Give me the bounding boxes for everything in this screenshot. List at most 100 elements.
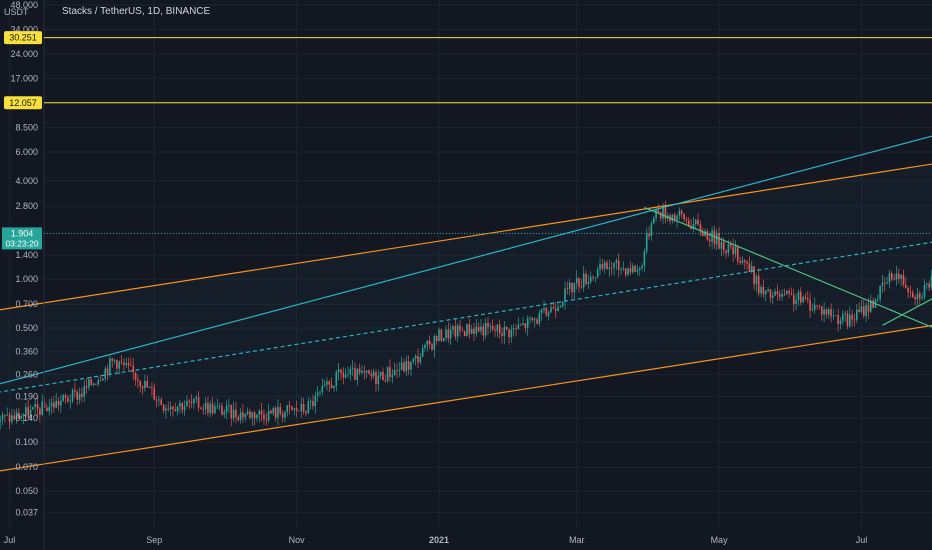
candle [214, 402, 216, 414]
candle [172, 405, 174, 417]
candle [363, 365, 366, 380]
candle [603, 259, 606, 274]
candle [540, 308, 543, 321]
y-tick-label: 0.100 [15, 437, 38, 447]
candle [848, 306, 851, 328]
candle [785, 290, 788, 296]
candle [582, 266, 585, 292]
candle [510, 324, 513, 343]
candle [330, 377, 333, 389]
candle [652, 215, 655, 225]
candle [930, 269, 932, 291]
candle [216, 398, 219, 410]
candle [876, 294, 879, 303]
candle [181, 401, 184, 414]
candle [41, 393, 44, 417]
y-tick-label: 17.000 [10, 73, 38, 83]
candle [323, 379, 326, 387]
candle [263, 408, 265, 425]
candle [358, 363, 361, 376]
candle [648, 226, 650, 240]
candle [564, 281, 566, 310]
candle [909, 285, 912, 298]
candle [762, 279, 765, 299]
candle [799, 287, 802, 306]
candle [830, 303, 832, 323]
candle [923, 279, 926, 301]
candle [706, 228, 709, 242]
candle [585, 270, 587, 286]
candle [601, 258, 604, 272]
candle [844, 310, 846, 323]
candle [407, 355, 410, 375]
candle [83, 380, 86, 402]
candle [746, 260, 748, 270]
candle [664, 200, 667, 224]
candle [862, 299, 865, 319]
candle [813, 297, 816, 314]
candle [139, 379, 142, 393]
candle [46, 404, 48, 412]
candle [251, 411, 254, 426]
time-axis[interactable]: MarMayJulSepNov2021MarMayJulSepNov2022 [0, 535, 932, 545]
candle [685, 216, 688, 225]
candle [176, 405, 179, 416]
candle [116, 359, 118, 374]
candle [64, 393, 67, 404]
candle [365, 370, 368, 379]
candle [295, 400, 298, 418]
candle [225, 400, 228, 420]
candle [538, 309, 541, 327]
candle [823, 302, 825, 323]
candle [524, 323, 527, 333]
candle [851, 309, 853, 327]
candle [512, 324, 515, 337]
candle [809, 292, 811, 318]
candle [841, 310, 844, 325]
candle [382, 367, 384, 381]
candle [321, 378, 324, 396]
candle [36, 396, 39, 417]
level-label: 12.057 [9, 98, 37, 108]
candle [456, 323, 459, 342]
candle [678, 207, 681, 221]
candle [302, 397, 305, 415]
candle [825, 308, 828, 319]
candle [834, 314, 837, 317]
y-tick-label: 0.037 [15, 507, 38, 517]
candle [356, 367, 359, 386]
candle [228, 398, 230, 414]
candle [349, 364, 352, 381]
candle [545, 306, 548, 318]
candle [725, 249, 727, 259]
candle [169, 401, 172, 416]
chart-title: Stacks / TetherUS, 1D, BINANCE [62, 6, 211, 17]
candle [620, 267, 622, 275]
candle [267, 403, 270, 423]
price-axis[interactable]: 48.00034.00024.00017.00012.0008.5006.000… [4, 0, 38, 517]
candle [753, 266, 755, 291]
candle [797, 289, 800, 306]
y-tick-label: 34.000 [10, 24, 38, 34]
candle [916, 287, 919, 307]
candle [515, 324, 517, 336]
candle [771, 291, 774, 305]
candle [790, 287, 793, 296]
last-price-value: 1.904 [11, 228, 34, 238]
candle [123, 358, 125, 371]
candle [470, 325, 473, 335]
candle [8, 411, 11, 429]
candle [237, 414, 240, 422]
candle [536, 317, 538, 325]
candle [111, 357, 114, 368]
candle [11, 408, 13, 425]
x-tick-label: May [711, 535, 729, 545]
candle [155, 396, 158, 408]
candle [573, 282, 576, 300]
candle [165, 404, 167, 419]
candle [505, 326, 508, 331]
candle [440, 328, 443, 342]
candle [832, 308, 835, 320]
candle [757, 268, 760, 297]
